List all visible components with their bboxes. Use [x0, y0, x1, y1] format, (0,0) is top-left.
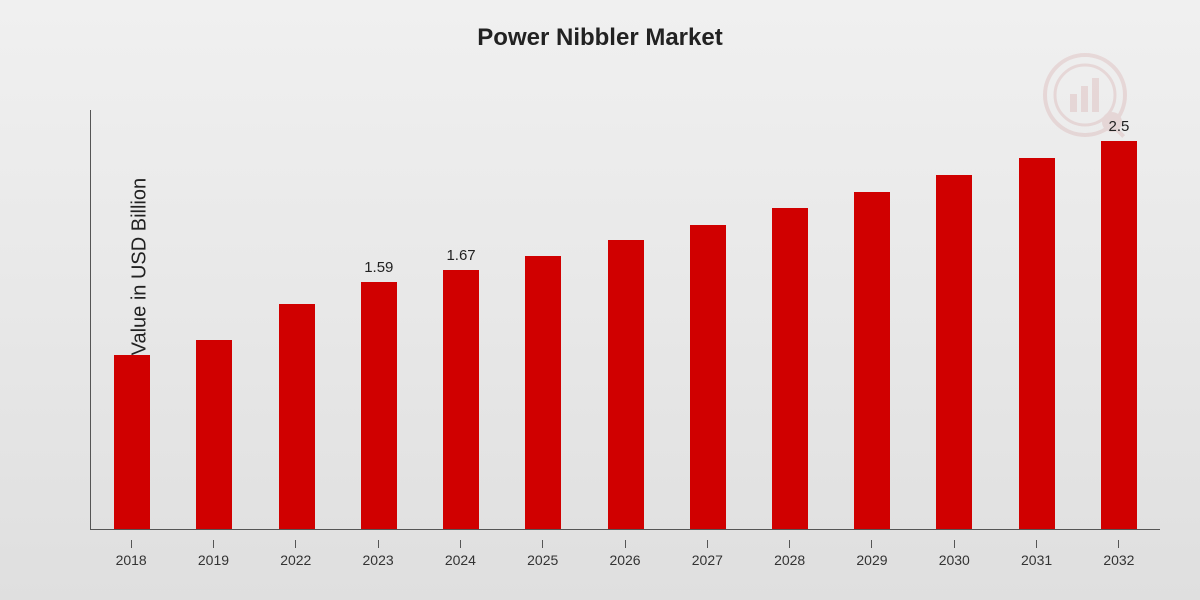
x-tick-mark	[1118, 540, 1119, 548]
bar-slot	[913, 110, 995, 529]
bar	[608, 240, 644, 529]
bar	[690, 225, 726, 529]
x-tick-mark	[542, 540, 543, 548]
bar-slot	[502, 110, 584, 529]
chart-title: Power Nibbler Market	[477, 24, 722, 52]
bar-slot	[584, 110, 666, 529]
x-axis: 2018 2019 2022 2023 2024 2025 2026 2027 2028 2029…	[90, 540, 1160, 568]
bars-group: 1.59 1.67 2.5	[91, 110, 1160, 529]
bar-slot: 1.59	[338, 110, 420, 529]
x-tick-label: 2030	[939, 552, 970, 568]
x-tick-label: 2018	[116, 552, 147, 568]
bar	[936, 175, 972, 529]
x-tick-slot: 2028	[749, 540, 831, 568]
bar-value-label: 2.5	[1108, 118, 1129, 135]
x-tick-label: 2027	[692, 552, 723, 568]
x-tick-slot: 2023	[337, 540, 419, 568]
bar-slot	[996, 110, 1078, 529]
bar-slot: 2.5	[1078, 110, 1160, 529]
bar-slot	[173, 110, 255, 529]
bar-value-label: 1.59	[364, 259, 393, 276]
x-tick-mark	[295, 540, 296, 548]
x-tick-mark	[625, 540, 626, 548]
bar	[114, 355, 150, 529]
x-tick-label: 2022	[280, 552, 311, 568]
x-tick-label: 2026	[609, 552, 640, 568]
bar	[525, 256, 561, 529]
x-tick-mark	[954, 540, 955, 548]
bar-slot	[831, 110, 913, 529]
x-tick-slot: 2032	[1078, 540, 1160, 568]
plot-area: 1.59 1.67 2.5	[90, 110, 1160, 530]
bar	[772, 208, 808, 529]
x-tick-mark	[131, 540, 132, 548]
chart-container: Power Nibbler Market Market Value in USD…	[0, 0, 1200, 600]
x-tick-slot: 2031	[995, 540, 1077, 568]
x-tick-label: 2025	[527, 552, 558, 568]
x-tick-mark	[707, 540, 708, 548]
x-tick-label: 2031	[1021, 552, 1052, 568]
bar-slot	[749, 110, 831, 529]
x-tick-mark	[460, 540, 461, 548]
bar	[279, 304, 315, 529]
x-tick-slot: 2026	[584, 540, 666, 568]
bar	[854, 192, 890, 529]
bar-value-label: 1.67	[446, 247, 475, 264]
bar-slot: 1.67	[420, 110, 502, 529]
x-tick-slot: 2024	[419, 540, 501, 568]
x-tick-label: 2028	[774, 552, 805, 568]
bar	[361, 282, 397, 529]
bar	[443, 270, 479, 529]
x-tick-mark	[871, 540, 872, 548]
x-tick-mark	[1036, 540, 1037, 548]
bar	[1019, 158, 1055, 529]
x-tick-label: 2024	[445, 552, 476, 568]
x-tick-mark	[789, 540, 790, 548]
x-tick-label: 2029	[856, 552, 887, 568]
x-tick-label: 2032	[1103, 552, 1134, 568]
bar	[196, 340, 232, 529]
x-tick-slot: 2025	[502, 540, 584, 568]
x-tick-label: 2019	[198, 552, 229, 568]
x-tick-mark	[213, 540, 214, 548]
x-tick-slot: 2019	[172, 540, 254, 568]
x-tick-slot: 2030	[913, 540, 995, 568]
x-tick-slot: 2027	[666, 540, 748, 568]
bar-slot	[91, 110, 173, 529]
x-tick-mark	[378, 540, 379, 548]
bar-slot	[255, 110, 337, 529]
bar	[1101, 141, 1137, 529]
x-tick-label: 2023	[363, 552, 394, 568]
bar-slot	[667, 110, 749, 529]
x-tick-slot: 2018	[90, 540, 172, 568]
x-tick-slot: 2022	[255, 540, 337, 568]
x-tick-slot: 2029	[831, 540, 913, 568]
